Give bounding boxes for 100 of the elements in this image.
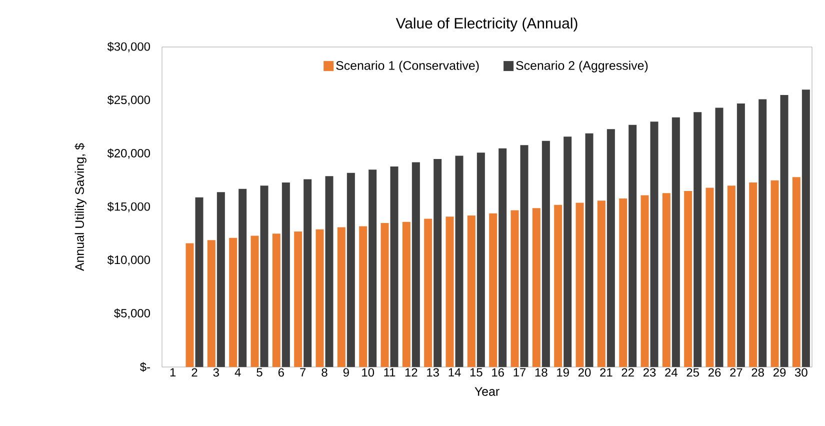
bar	[446, 216, 454, 367]
bar	[455, 156, 464, 367]
bar	[727, 186, 736, 367]
x-tick-label: 20	[578, 368, 591, 377]
bar	[576, 202, 584, 367]
legend-label: Scenario 2 (Aggressive)	[516, 60, 648, 72]
chart-title: Value of Electricity (Annual)	[396, 18, 578, 32]
bar	[412, 162, 420, 367]
x-tick-label: 29	[773, 368, 786, 377]
legend-label: Scenario 1 (Conservative)	[336, 60, 479, 72]
x-tick-label: 19	[557, 368, 569, 377]
bar	[672, 117, 680, 367]
x-tick-label: 25	[686, 368, 699, 377]
x-tick-label: 2	[192, 368, 198, 377]
bar	[424, 218, 432, 367]
x-tick-label: 18	[535, 368, 548, 377]
x-tick-label: 3	[213, 368, 219, 377]
x-tick-label: 1	[170, 368, 176, 376]
bar	[304, 179, 312, 367]
x-tick-label: 14	[448, 368, 461, 376]
bar	[650, 122, 658, 367]
bar	[715, 108, 724, 367]
x-tick-label: 6	[278, 368, 284, 377]
bar	[337, 227, 346, 367]
x-tick-label: 10	[362, 368, 374, 377]
bar	[520, 145, 528, 367]
bar	[802, 90, 810, 367]
x-axis-title: Year	[474, 387, 500, 396]
x-tick-label: 5	[256, 368, 262, 377]
bar	[554, 204, 562, 367]
bar	[250, 236, 259, 367]
bar	[619, 198, 628, 367]
bar	[585, 133, 594, 367]
x-tick-label: 8	[322, 368, 328, 377]
bar	[489, 213, 498, 367]
y-tick-label: $5,000	[114, 308, 150, 319]
bar	[402, 222, 410, 367]
x-tick-label: 7	[300, 368, 306, 376]
bar	[390, 166, 398, 367]
bar	[216, 192, 225, 367]
x-tick-label: 17	[514, 368, 526, 376]
bar	[640, 195, 649, 367]
x-tick-label: 11	[384, 368, 396, 376]
bar	[510, 210, 519, 367]
x-tick-label: 21	[600, 368, 612, 377]
bar	[597, 200, 606, 367]
x-tick-label: 9	[343, 368, 349, 377]
bar	[662, 193, 670, 367]
y-axis-title: Annual Utility Saving, $	[74, 143, 86, 271]
bar	[316, 229, 324, 367]
x-tick-label: 28	[752, 368, 764, 377]
bar	[770, 180, 779, 367]
bar	[294, 232, 302, 367]
bar	[476, 152, 485, 367]
y-tick-label: $25,000	[107, 95, 150, 106]
x-tick-label: 22	[622, 368, 634, 377]
bar	[359, 226, 368, 367]
bar	[498, 148, 507, 367]
bar	[282, 182, 290, 367]
bar	[694, 112, 702, 367]
bar	[368, 170, 377, 367]
bar	[780, 94, 788, 367]
bar	[229, 238, 238, 367]
y-tick-label: $-	[140, 362, 150, 372]
bar	[346, 172, 355, 367]
x-tick-label: 4	[234, 368, 241, 376]
x-tick-label: 27	[730, 368, 742, 377]
bar	[758, 99, 767, 367]
bar	[467, 216, 476, 367]
x-tick-label: 13	[427, 368, 439, 377]
y-tick-label: $30,000	[107, 42, 150, 52]
bar	[684, 191, 692, 367]
bar	[380, 223, 389, 367]
x-tick-label: 12	[405, 368, 418, 377]
bar	[272, 234, 280, 367]
x-tick-label: 26	[708, 368, 721, 377]
bar	[238, 188, 247, 367]
bar	[706, 188, 714, 367]
bar	[564, 136, 572, 367]
bar	[532, 208, 540, 367]
bar	[325, 176, 334, 367]
bar	[749, 182, 758, 367]
bar	[628, 124, 637, 367]
bar	[542, 140, 550, 367]
bar	[186, 243, 194, 367]
bar	[792, 177, 800, 367]
bar	[260, 186, 268, 367]
bar	[606, 129, 615, 367]
y-tick-label: $20,000	[107, 148, 150, 159]
x-tick-label: 24	[665, 368, 678, 377]
x-tick-label: 15	[470, 368, 482, 377]
x-tick-label: 23	[643, 368, 656, 377]
y-tick-label: $10,000	[107, 255, 150, 266]
bar	[736, 104, 745, 367]
bar	[195, 197, 204, 367]
x-tick-label: 16	[492, 368, 504, 377]
bar	[207, 240, 216, 367]
y-tick-label: $15,000	[107, 202, 150, 212]
x-tick-label: 30	[794, 368, 808, 377]
bar	[434, 158, 442, 367]
